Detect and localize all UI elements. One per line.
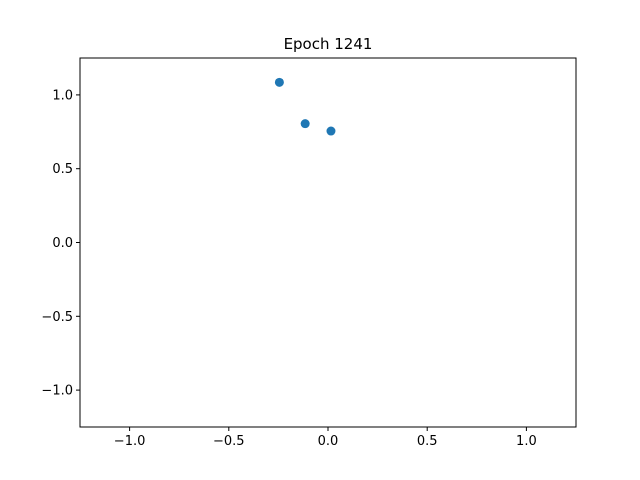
y-tick-label: −1.0 xyxy=(41,384,73,399)
x-tick-label: −0.5 xyxy=(213,434,245,449)
x-tick-label: 0.0 xyxy=(318,434,339,449)
y-tick-label: −0.5 xyxy=(41,310,73,325)
y-axis: −1.0 −0.5 0.0 0.5 1.0 xyxy=(41,88,80,399)
y-tick-label: 0.5 xyxy=(52,162,73,177)
x-tick-label: 1.0 xyxy=(516,434,537,449)
chart-title: Epoch 1241 xyxy=(284,35,373,53)
scatter-point xyxy=(274,77,284,87)
y-tick-label: 1.0 xyxy=(52,88,73,103)
plot-area xyxy=(79,57,577,428)
scatter-point xyxy=(326,126,336,136)
y-tick-label: 0.0 xyxy=(52,236,73,251)
data-points xyxy=(274,77,336,136)
scatter-point xyxy=(300,119,310,129)
x-tick-label: −1.0 xyxy=(114,434,146,449)
x-axis: −1.0 −0.5 0.0 0.5 1.0 xyxy=(114,427,537,449)
x-tick-label: 0.5 xyxy=(417,434,438,449)
